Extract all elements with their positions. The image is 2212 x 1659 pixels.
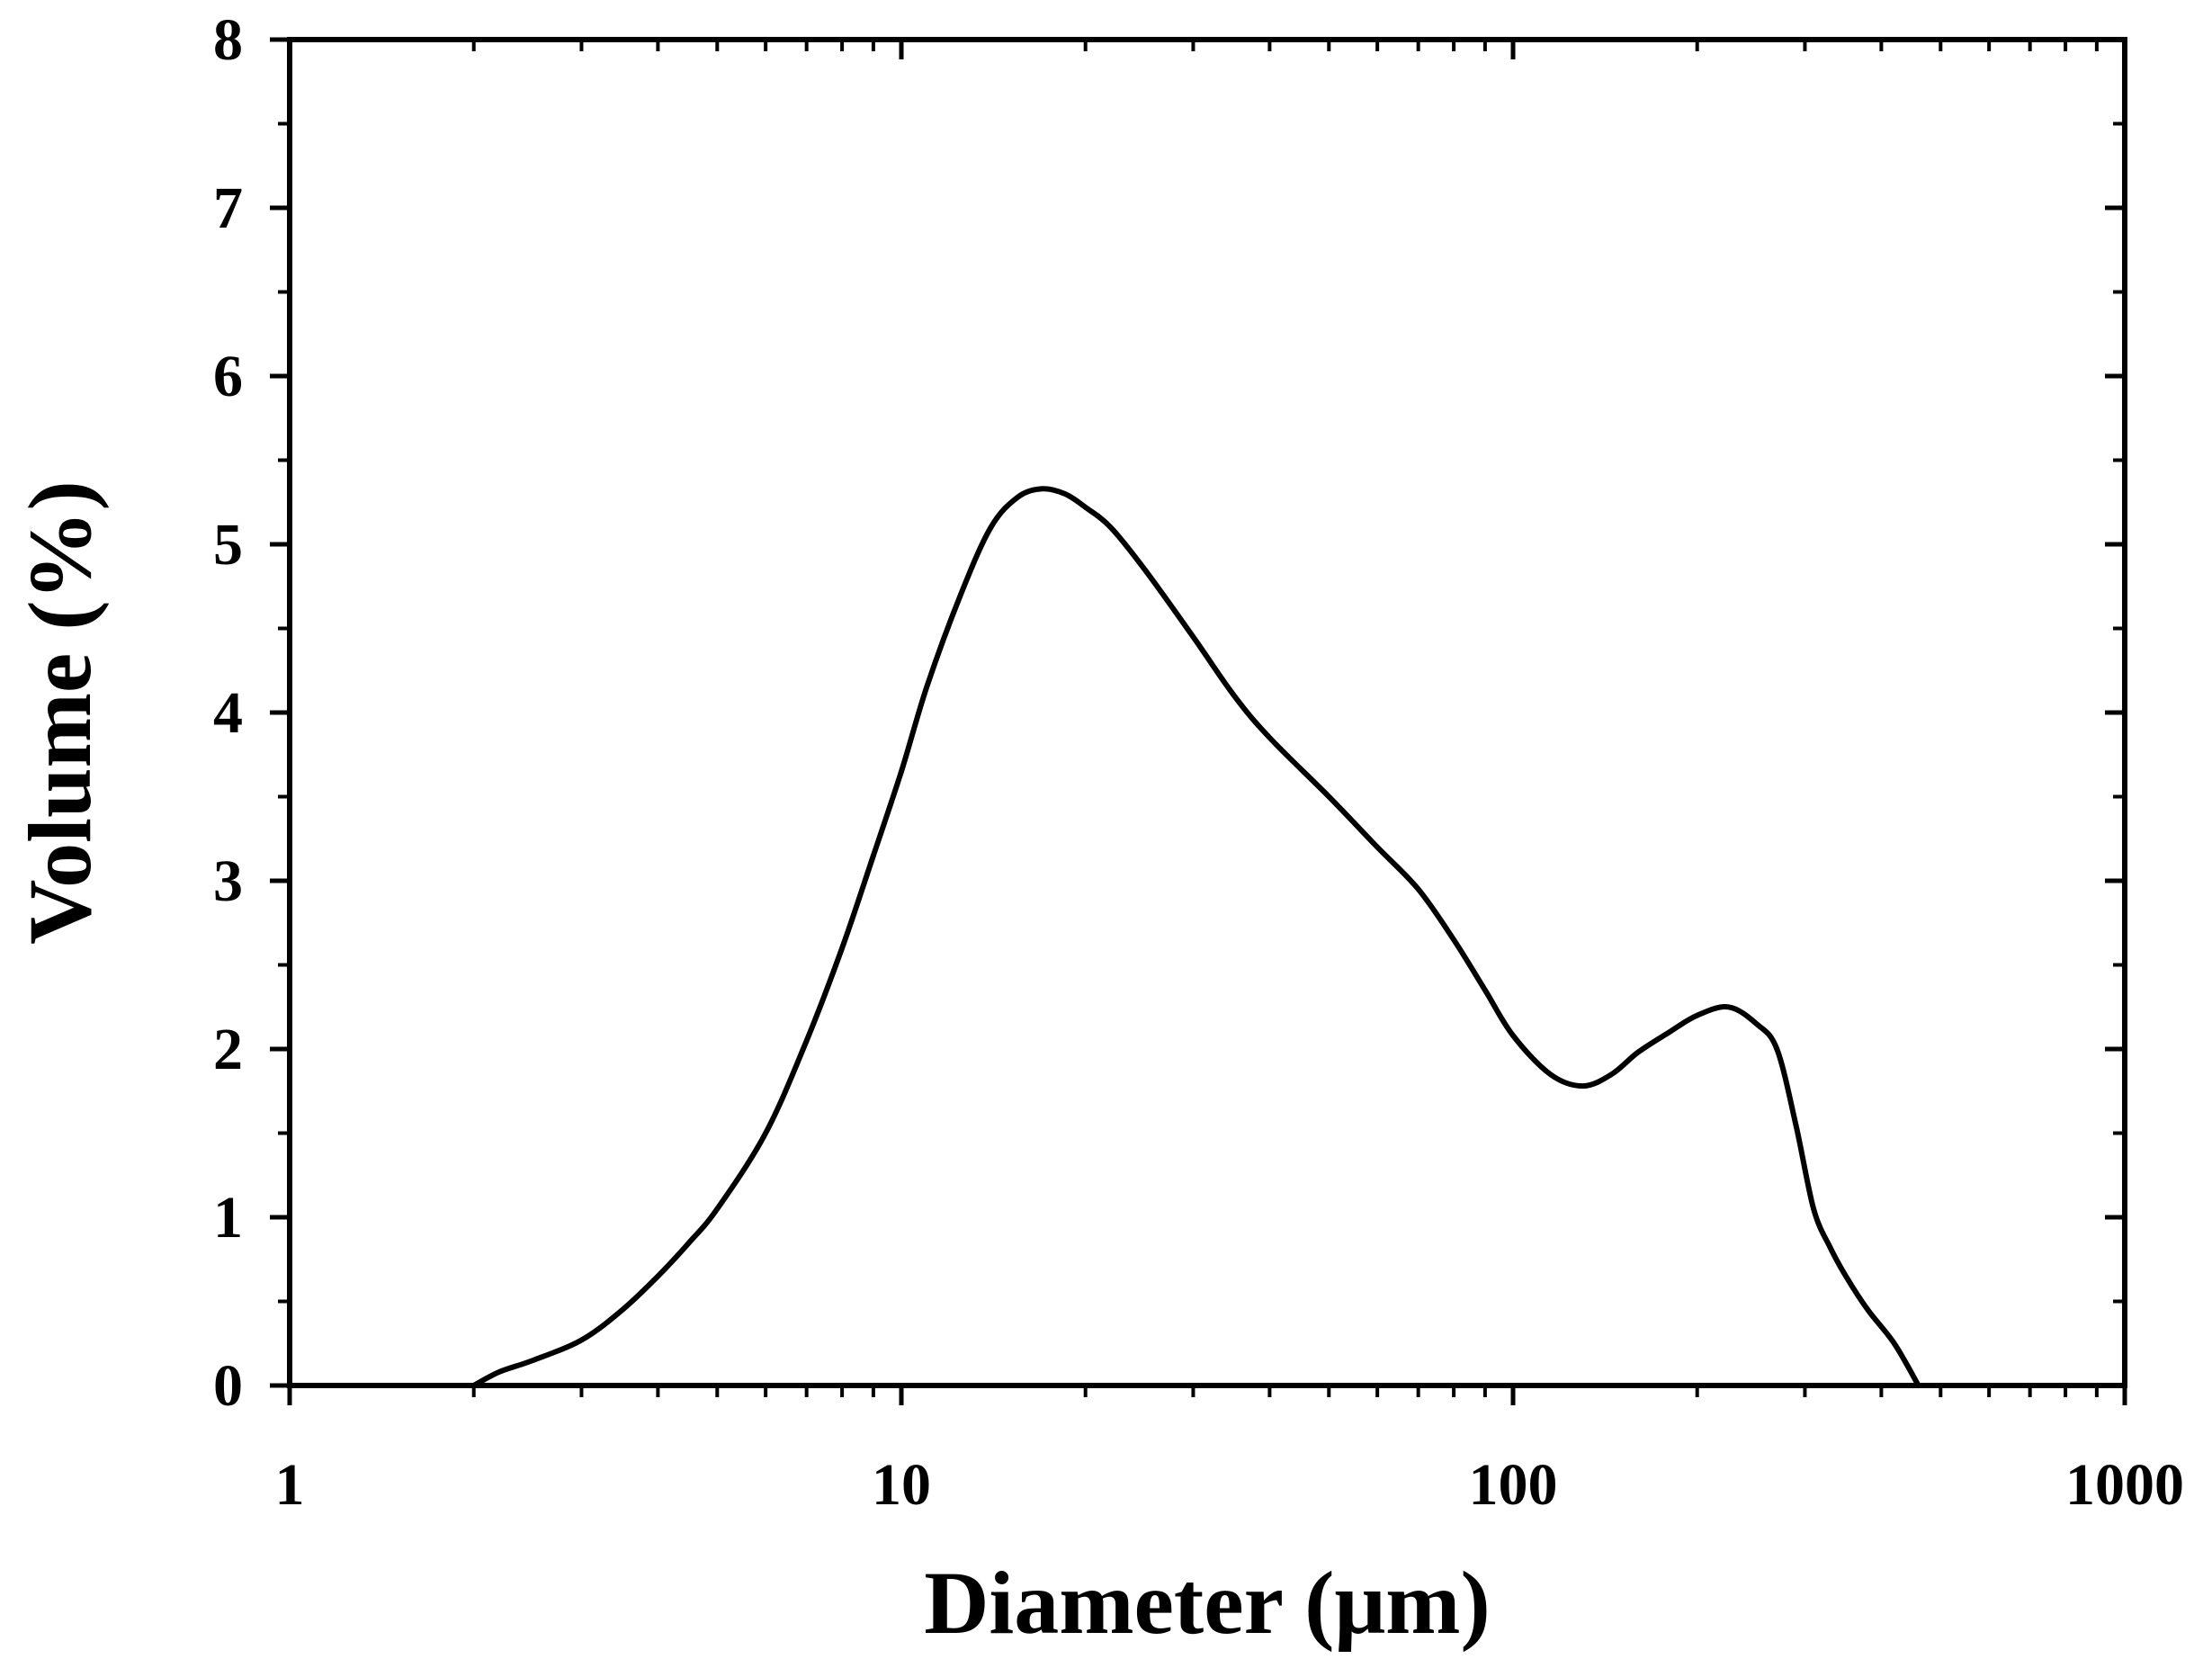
y-axis-title: Volume (%) — [10, 480, 110, 945]
y-tick-label: 7 — [213, 175, 243, 241]
y-tick-label: 4 — [213, 680, 243, 746]
x-tick-label: 100 — [1469, 1452, 1558, 1518]
major-ticks — [270, 37, 2127, 1405]
x-tick-labels: 1 10 100 1000 — [275, 1452, 2185, 1518]
x-tick-label: 1 — [275, 1452, 305, 1518]
y-tick-label: 5 — [213, 512, 243, 578]
x-axis-title: Diameter (μm) — [924, 1553, 1491, 1653]
y-tick-label: 1 — [213, 1185, 243, 1251]
minor-ticks — [278, 40, 2125, 1397]
x-tick-label: 1000 — [2065, 1452, 2184, 1518]
plot-frame — [287, 37, 2127, 1388]
series-line — [470, 486, 1921, 1388]
y-tick-label: 3 — [213, 848, 243, 914]
y-tick-label: 0 — [213, 1353, 243, 1419]
x-tick-label: 10 — [872, 1452, 931, 1518]
y-tick-label: 2 — [213, 1017, 243, 1082]
y-tick-labels: 0 1 2 3 4 5 6 7 8 — [213, 7, 243, 1419]
y-tick-label: 8 — [213, 7, 243, 73]
y-tick-label: 6 — [213, 344, 243, 409]
